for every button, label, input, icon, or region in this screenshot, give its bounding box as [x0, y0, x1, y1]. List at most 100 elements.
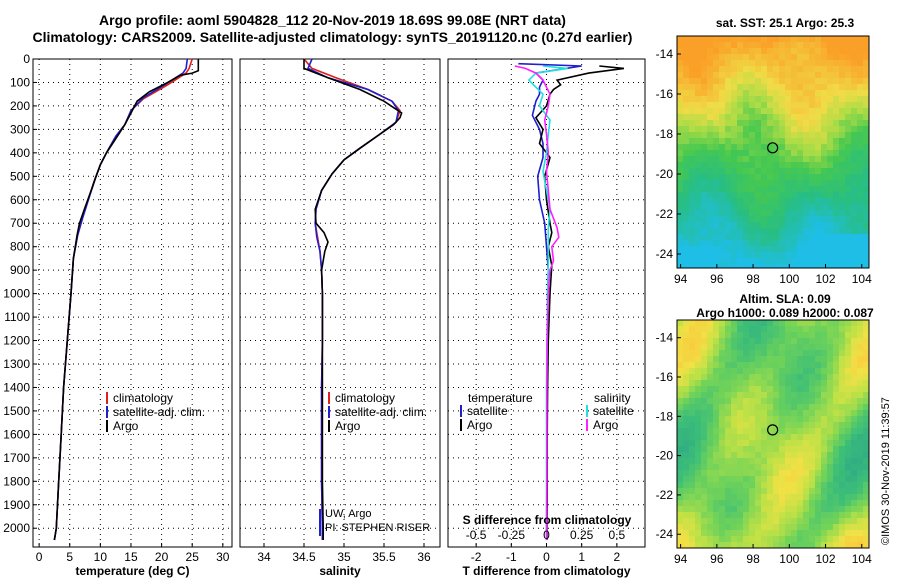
map-cell [749, 96, 756, 103]
map-cell [701, 470, 708, 477]
map-cell [683, 78, 690, 85]
map-cell [851, 416, 858, 423]
map-cell [689, 132, 696, 139]
map-cell [779, 156, 786, 163]
map-cell [761, 362, 768, 369]
map-cell [833, 374, 840, 381]
map-cell [851, 42, 858, 49]
map-cell [749, 350, 756, 357]
map-cell [701, 216, 708, 223]
map-cell [863, 234, 869, 241]
map-cell [809, 48, 816, 55]
map-cell [839, 434, 846, 441]
map-cell [683, 138, 690, 145]
map-cell [833, 240, 840, 247]
map-cell [689, 252, 696, 259]
map-cell [833, 332, 840, 339]
map-cell [839, 252, 846, 259]
map-cell [725, 476, 732, 483]
map-cell [755, 392, 762, 399]
map-cell [803, 518, 810, 525]
map-cell [743, 464, 750, 471]
map-cell [839, 180, 846, 187]
map-cell [851, 258, 858, 265]
map-cell [749, 362, 756, 369]
map-cell [707, 186, 714, 193]
map-cell [773, 180, 780, 187]
map-cell [803, 78, 810, 85]
map-cell [833, 138, 840, 145]
map-cell [743, 518, 750, 525]
map-cell [701, 332, 708, 339]
map-cell [767, 138, 774, 145]
map-cell [815, 240, 822, 247]
map-cell [809, 144, 816, 151]
map-cell [767, 404, 774, 411]
map-cell [839, 108, 846, 115]
map-cell [827, 258, 834, 265]
map-cell [863, 500, 869, 507]
legend-entry: climatology [335, 391, 395, 405]
map-cell [743, 246, 750, 253]
map-cell [845, 506, 852, 513]
map-cell [713, 66, 720, 73]
map-cell [857, 332, 864, 339]
map-cell [857, 530, 864, 537]
map-cell [785, 470, 792, 477]
map-cell [683, 452, 690, 459]
map-cell [821, 96, 828, 103]
map-cell [755, 362, 762, 369]
map-cell [839, 530, 846, 537]
map-cell [737, 66, 744, 73]
map-cell [839, 48, 846, 55]
map-cell [695, 542, 702, 548]
map-cell [779, 344, 786, 351]
map-cell [797, 386, 804, 393]
map-cell [713, 428, 720, 435]
map-cell [731, 542, 738, 548]
map-cell [827, 198, 834, 205]
map-cell [731, 530, 738, 537]
map-cell [779, 416, 786, 423]
map-cell [815, 326, 822, 333]
map-cell [857, 542, 864, 548]
map-cell [767, 482, 774, 489]
map-cell [707, 542, 714, 548]
map-cell [773, 168, 780, 175]
map-cell [851, 488, 858, 495]
map-cell [695, 428, 702, 435]
map-cell [833, 428, 840, 435]
map-cell [683, 464, 690, 471]
map-cell [839, 332, 846, 339]
map-cell [845, 482, 852, 489]
map-cell [695, 410, 702, 417]
map-cell [827, 500, 834, 507]
map-cell [773, 48, 780, 55]
map-cell [785, 132, 792, 139]
legend-entry: climatology [113, 391, 173, 405]
map-cell [863, 78, 869, 85]
map-cell [839, 168, 846, 175]
map-cell [677, 90, 684, 97]
map-cell [833, 494, 840, 501]
map-cell [839, 398, 846, 405]
map-cell [743, 458, 750, 465]
map-cell [719, 506, 726, 513]
map-cell [701, 42, 708, 49]
map-cell [677, 180, 684, 187]
map-cell [833, 180, 840, 187]
map-cell [761, 234, 768, 241]
map-cell [755, 488, 762, 495]
map-cell [803, 398, 810, 405]
map-cell [755, 84, 762, 91]
map-cell [713, 78, 720, 85]
map-cell [677, 162, 684, 169]
map-cell [755, 530, 762, 537]
map-cell [845, 410, 852, 417]
map-cell [845, 264, 852, 268]
map-cell [815, 96, 822, 103]
map-cell [863, 42, 869, 49]
map-cell [773, 440, 780, 447]
map-cell [845, 144, 852, 151]
map-cell [677, 54, 684, 61]
